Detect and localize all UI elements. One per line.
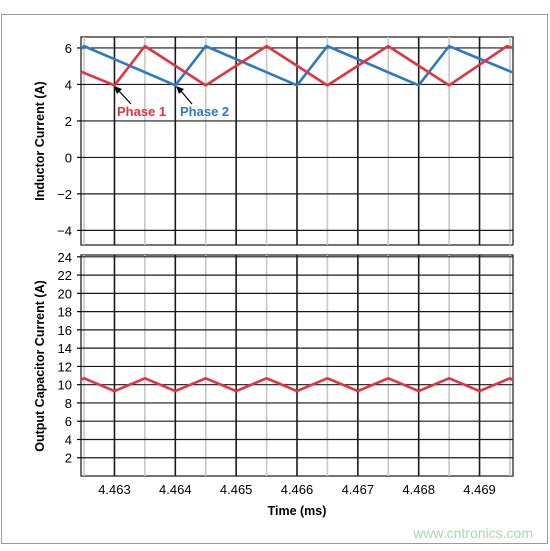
phase1-label: Phase 1 [117, 104, 166, 119]
y-tick-label: 4 [65, 77, 72, 92]
y-tick-label: 6 [65, 414, 72, 429]
bottom-series [80, 376, 514, 393]
watermark: www.cntronics.com [412, 525, 533, 541]
phase2-line [80, 44, 514, 87]
top-series [80, 44, 514, 87]
capacitor-current-line [80, 376, 514, 393]
y-tick-label: 20 [58, 286, 72, 301]
inductor-current-panel: 6 4 2 0 −2 −4 Phase 1 Phase 2 Inductor Curren… [33, 36, 514, 246]
y-tick-label: 6 [65, 41, 72, 56]
y-tick-label: −4 [57, 223, 72, 238]
phase2-arrow-line [180, 90, 193, 105]
phase1-annotation: Phase 1 [114, 86, 166, 119]
x-tick-labels: 4.463 4.464 4.465 4.466 4.467 4.468 4.469 [98, 482, 496, 497]
figure-border [1, 14, 548, 544]
y-tick-label: 2 [65, 114, 72, 129]
y-tick-label: 4 [65, 432, 72, 447]
x-tick-label: 4.464 [159, 482, 192, 497]
y-tick-label: 0 [65, 150, 72, 165]
x-tick-label: 4.467 [342, 482, 375, 497]
x-tick-label: 4.465 [220, 482, 253, 497]
y-tick-label: 24 [58, 250, 72, 265]
phase2-label: Phase 2 [180, 104, 229, 119]
x-tick-label: 4.463 [98, 482, 131, 497]
y-tick-label: 16 [58, 323, 72, 338]
bottom-y-axis-title: Output Capacitor Current (A) [33, 280, 47, 452]
y-tick-label: 10 [58, 378, 72, 393]
phase2-arrowhead [176, 86, 184, 94]
bottom-major-grid [77, 255, 513, 476]
phase1-arrowhead [114, 86, 122, 94]
y-tick-label: 12 [58, 359, 72, 374]
top-y-axis-title: Inductor Current (A) [33, 81, 47, 200]
x-tick-label: 4.466 [281, 482, 314, 497]
y-tick-label: 8 [65, 396, 72, 411]
phase2-annotation: Phase 2 [176, 86, 229, 119]
y-tick-label: 14 [58, 341, 72, 356]
phase1-line [80, 44, 514, 87]
x-tick-label: 4.468 [402, 482, 435, 497]
y-tick-label: −2 [57, 187, 72, 202]
phase1-arrow-line [118, 90, 132, 105]
y-tick-label: 22 [58, 268, 72, 283]
x-axis-title: Time (ms) [268, 504, 327, 518]
y-tick-label: 18 [58, 305, 72, 320]
top-y-tick-labels: 6 4 2 0 −2 −4 [57, 41, 72, 238]
top-major-grid [77, 37, 513, 245]
x-tick-label: 4.469 [463, 482, 496, 497]
y-tick-label: 2 [65, 451, 72, 466]
